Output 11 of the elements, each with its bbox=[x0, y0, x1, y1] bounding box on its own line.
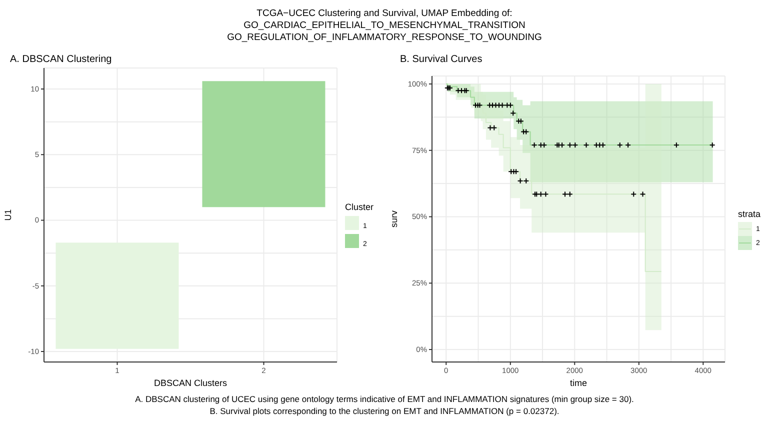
y-axis-title: U1 bbox=[3, 209, 14, 221]
y-axis-title: surv bbox=[389, 210, 400, 228]
text: TCGA−UCEC Clustering and Survival, UMAP Embedding of: GO_CARDIAC_EPITHELIAL_TO_MESENCHYMAL_TRANSITION GO_REGULATION_OF_INFLAMMATORY_RESPONSE_TO_WOUNDING bbox=[226, 8, 543, 44]
chart-title: B. Survival Curves bbox=[400, 54, 482, 65]
legend-title: Cluster bbox=[345, 202, 375, 212]
x-axis-title: DBSCAN Clusters bbox=[154, 378, 228, 388]
text: A. DBSCAN clustering of UCEC using gene ontology terms indicative of EMT and INFLAMMATION signatures (min group size = 30). bbox=[134, 393, 635, 405]
x-axis-title: time bbox=[570, 378, 588, 388]
text: B. Survival plots corresponding to the clustering on EMT and INFLAMMATION (p = 0.02372). bbox=[208, 405, 560, 417]
legend-title: strata bbox=[738, 209, 761, 219]
chart-subtitle: A. DBSCAN Clustering bbox=[10, 54, 112, 65]
